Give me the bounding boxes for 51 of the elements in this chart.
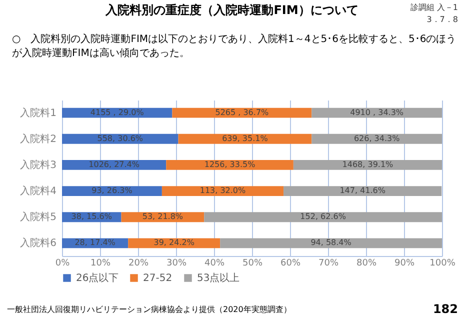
x-tick-label: 60% — [280, 258, 301, 268]
y-tick-label: 入院料1 — [20, 106, 56, 119]
legend-label: 27-52 — [143, 273, 172, 284]
data-label: 147, 41.6% — [340, 186, 386, 196]
y-tick-label: 入院料5 — [20, 211, 56, 224]
data-label: 94, 58.4% — [310, 238, 352, 248]
data-label: 4910 , 34.3% — [350, 108, 404, 117]
y-tick-label: 入院料3 — [20, 158, 56, 171]
data-label: 639, 35.1% — [222, 134, 268, 143]
data-label: 93, 26.3% — [92, 186, 133, 196]
data-label: 39, 24.2% — [154, 238, 195, 248]
data-label: 1468, 39.1% — [342, 160, 394, 169]
x-tick-label: 50% — [242, 258, 263, 268]
x-tick-label: 100% — [430, 258, 456, 268]
data-label: 28, 17.4% — [74, 238, 116, 248]
data-label: 113, 32.0% — [200, 186, 246, 196]
bar — [178, 134, 312, 144]
data-label: 1026, 27.4% — [88, 160, 140, 169]
data-label: 5265 , 36.7% — [215, 108, 270, 117]
text: ○ 入院料別の入院時運動FIMは以下のとおりであり、入院料1～4と5･6を比較すると、5･6のほうが入院時運動FIMは高い傾向であった。 — [12, 33, 456, 59]
x-tick-label: 40% — [204, 258, 225, 268]
x-tick-label: 30% — [166, 258, 187, 268]
bar — [220, 238, 442, 248]
text: 診調組 入－1 3．7．8 — [410, 3, 458, 24]
bar — [162, 186, 284, 196]
data-label: 558, 30.6% — [97, 134, 144, 143]
data-label: 626, 34.3% — [354, 134, 400, 143]
bar — [166, 160, 294, 170]
x-tick-label: 10% — [90, 258, 111, 268]
x-tick-label: 0% — [55, 258, 70, 268]
bar — [312, 134, 442, 144]
chart-title: 入院料別の重症度（入院時運動FIM）について — [104, 3, 358, 17]
bar — [284, 186, 442, 196]
text: 182 — [432, 302, 458, 316]
text: 一般社団法人回復期リハビリテーション病棟協会より提供（2020年実態調査） — [7, 305, 292, 314]
y-tick-label: 入院料2 — [20, 132, 56, 145]
data-label: 53, 21.8% — [142, 212, 184, 222]
y-tick-label: 入院料4 — [20, 185, 56, 198]
legend-label: 26点以下 — [76, 272, 119, 284]
data-label: 4155 , 29.0% — [90, 108, 144, 117]
bar — [293, 160, 442, 170]
x-tick-label: 20% — [128, 258, 149, 268]
x-tick-label: 80% — [356, 258, 377, 268]
x-tick-label: 70% — [318, 258, 339, 268]
legend-label: 53点以上 — [197, 272, 240, 284]
data-label: 1256, 33.5% — [204, 160, 256, 169]
bar — [204, 212, 442, 222]
data-label: 38, 15.6% — [71, 212, 112, 222]
x-tick-label: 90% — [394, 258, 415, 268]
y-tick-label: 入院料6 — [20, 237, 56, 250]
data-label: 152, 62.6% — [300, 212, 346, 222]
